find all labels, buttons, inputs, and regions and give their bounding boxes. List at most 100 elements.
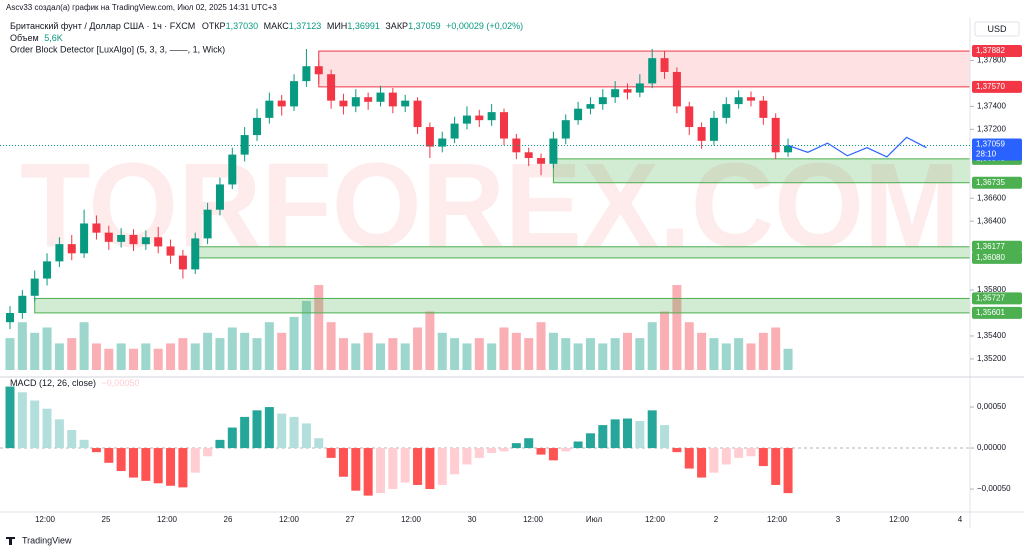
volume-bar [623,332,632,370]
candle-body [80,223,89,254]
volume-bar [561,338,571,370]
macd-bar [104,448,114,463]
y-tick-label: 1,35800 [977,285,1006,294]
volume-bar [548,332,558,370]
projection-line [787,136,927,158]
candle-body [203,209,212,239]
macd-bar [30,400,40,449]
macd-bar [67,430,77,449]
volume-bar [647,322,657,370]
y-tick-label: 1,37400 [977,101,1006,110]
macd-bar [153,448,163,484]
volume-bar [437,332,447,370]
volume-bar [104,348,114,370]
macd-bar [116,448,126,472]
volume-bar [487,343,497,370]
candle-body [771,117,780,153]
volume-bar [721,343,731,370]
candle-body [339,100,348,107]
macd-bar [647,410,657,449]
candle-body [30,278,39,296]
macd-bar [91,448,101,453]
volume-bar [116,343,126,370]
macd-bar [79,439,89,449]
candle-body [648,58,657,84]
volume-bar [585,338,595,370]
macd-bar [585,433,595,449]
candle-body [43,261,52,279]
price-label-box [972,240,1022,253]
candle-body [747,97,755,101]
volume-bar [363,332,373,370]
macd-bar [474,448,484,458]
x-tick-label: 12:00 [523,515,544,524]
candle-body [425,127,434,147]
candle-body [141,237,150,245]
ohlc-label: ЗАКР [385,21,408,31]
price-label-box [972,292,1022,305]
y-tick-label: 1,37200 [977,124,1006,133]
macd-bar [178,448,188,488]
volume-bar [697,332,707,370]
candle-body [215,184,224,210]
macd-bar [141,448,151,481]
volume-bar [684,322,694,370]
macd-bar [363,448,373,496]
price-label: 1,37882 [976,46,1005,55]
volume-bar [301,300,311,370]
y-tick-label: 1,35400 [977,331,1006,340]
volume-bar [425,311,435,370]
currency: USD [987,24,1007,34]
volume-bar [166,343,176,370]
macd-bar [301,423,311,449]
x-tick-label: 4 [958,515,963,524]
volume-bar [635,338,645,370]
macd-bar [264,407,274,449]
candle-body [487,112,496,121]
volume-bar [79,322,89,370]
volume-bar [783,348,793,370]
ohlc-value: 1,37123 [289,21,322,31]
macd-bar [573,441,583,449]
volume-bar [203,332,213,370]
macd-bar [54,419,64,449]
macd-bar [314,438,324,449]
candle-body [685,106,694,128]
macd-bar [610,419,620,449]
price-label-box [972,306,1022,319]
candle-body [672,71,681,107]
macd-bar [758,448,768,467]
volume-bar [30,332,40,370]
volume-bar [153,348,163,370]
macd-bar [5,386,15,449]
macd-bar [289,416,299,449]
volume-bar [67,338,77,370]
volume-bar [524,338,534,370]
candle-body [722,104,731,118]
ohlc-value: 1,37030 [226,21,259,31]
candle-body [574,108,583,121]
macd-bar [388,448,398,490]
price-label: 1,37570 [976,82,1005,91]
candle-body [351,97,360,107]
legend-line: Британский фунт / Доллар США · 1ч · FXCM… [10,21,523,31]
volume-bar [129,348,138,370]
candle-body [129,234,138,245]
x-tick-label: 12:00 [767,515,788,524]
candle-body [784,145,793,153]
currency-box [974,21,1020,37]
macd-bar [129,448,138,478]
volume-bar [660,311,670,370]
macd-title: MACD (12, 26, close) [10,378,96,388]
y-tick-label: −0,00050 [977,484,1011,493]
change: +0,00029 (+0,02%) [446,21,523,31]
macd-bar [351,448,361,491]
macd-bar [400,448,410,483]
x-tick-label: 30 [468,515,477,524]
ohlc-label: ОТКР [202,21,226,31]
candle-body [314,66,323,75]
macd-bar [240,416,250,449]
volume-bar [376,343,385,370]
macd-bar [511,443,521,449]
macd-bar [721,448,731,465]
